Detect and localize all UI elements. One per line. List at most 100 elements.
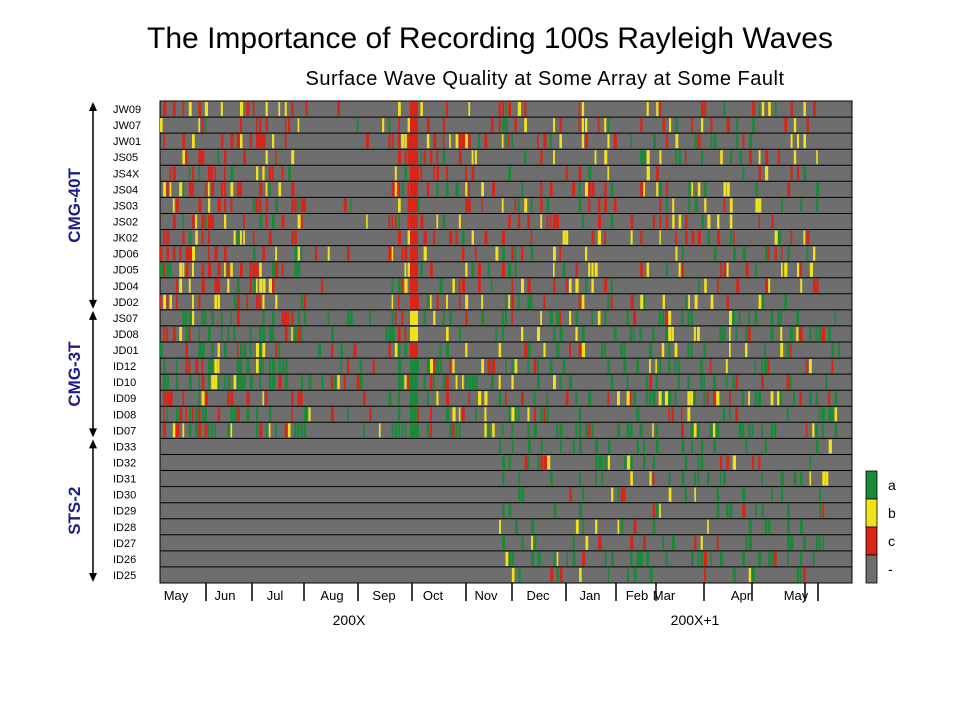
quality-stripe-JS03 [275,198,278,213]
quality-stripe-JS07 [346,310,350,325]
quality-stripe-ID09 [227,391,230,406]
quality-stripe-ID10 [677,375,680,390]
quality-stripe-ID33 [579,439,582,454]
quality-stripe-JW07 [498,118,501,133]
quality-stripe-ID09 [265,391,268,406]
quality-stripe-JS03 [230,198,233,213]
quality-stripe-ID27 [745,535,748,550]
quality-stripe-JD06 [172,246,176,261]
quality-stripe-ID09 [770,391,774,406]
quality-stripe-JD04 [511,278,514,293]
quality-stripe-JW01 [462,134,466,149]
quality-stripe-ID33 [643,439,646,454]
quality-stripe-JW01 [259,134,263,149]
quality-stripe-JK02 [182,230,185,245]
quality-stripe-JW07 [426,118,430,133]
quality-stripe-JS04 [604,182,607,197]
quality-stripe-ID07 [639,423,643,438]
quality-band-JS04 [410,182,418,197]
quality-stripe-ID31 [707,471,710,486]
legend-swatch-none [865,554,878,584]
quality-stripe-JS07 [796,310,800,325]
quality-stripe-JS03 [781,198,783,213]
quality-stripe-JD01 [569,343,571,358]
quality-stripe-JD08 [495,326,498,341]
quality-stripe-ID31 [761,471,763,486]
quality-stripe-JS4X [211,166,213,181]
quality-stripe-ID32 [508,455,512,470]
quality-stripe-JS07 [681,310,684,325]
quality-stripe-JW07 [578,118,581,133]
quality-stripe-JS04 [704,182,707,197]
quality-stripe-JS05 [739,150,742,165]
quality-stripe-ID08 [304,407,308,422]
quality-stripe-ID08 [308,407,311,422]
quality-stripe-JD05 [809,262,813,277]
quality-stripe-ID09 [777,391,780,406]
quality-stripe-ID31 [723,471,726,486]
quality-stripe-JS4X [742,166,745,181]
quality-stripe-JK02 [294,230,297,245]
quality-stripe-JS02 [717,214,720,229]
quality-stripe-JS07 [559,310,561,325]
legend-swatch-b [865,498,878,528]
quality-stripe-ID26 [556,551,559,566]
quality-stripe-JS03 [758,198,762,213]
quality-stripe-ID12 [481,359,484,374]
quality-stripe-ID10 [649,375,653,390]
quality-stripe-JD06 [530,246,534,261]
quality-stripe-ID08 [474,407,477,422]
quality-stripe-JS07 [556,310,560,325]
quality-stripe-JW07 [784,118,788,133]
quality-stripe-ID29 [652,503,656,518]
quality-stripe-JD02 [530,294,533,309]
quality-stripe-JK02 [240,230,242,245]
quality-stripe-JW07 [559,118,562,133]
quality-stripe-JW09 [581,102,585,117]
quality-stripe-JS04 [169,182,172,197]
quality-stripe-ID26 [799,551,803,566]
quality-stripe-JW07 [442,118,445,133]
quality-stripe-JW09 [659,102,662,117]
quality-stripe-JW01 [433,134,437,149]
quality-stripe-ID07 [430,423,432,438]
quality-stripe-ID12 [340,359,343,374]
quality-stripe-JD08 [198,326,200,341]
quality-stripe-JW09 [468,102,471,117]
quality-stripe-ID10 [243,375,246,390]
quality-stripe-ID08 [198,407,201,422]
quality-stripe-JS4X [646,166,650,181]
quality-stripe-ID09 [693,391,696,406]
quality-stripe-JD01 [211,343,214,358]
quality-stripe-JD08 [780,326,783,341]
quality-stripe-ID07 [748,423,751,438]
quality-stripe-ID09 [169,391,173,406]
quality-stripe-JD06 [327,246,330,261]
quality-stripe-JD02 [275,294,278,309]
quality-stripe-JK02 [640,230,643,245]
quality-stripe-JD04 [585,278,588,293]
quality-stripe-ID10 [471,375,475,390]
quality-stripe-ID07 [256,423,259,438]
quality-stripe-JS07 [297,310,300,325]
quality-stripe-JS03 [265,198,269,213]
quality-stripe-JD02 [610,294,613,309]
quality-stripe-ID25 [649,567,653,582]
quality-stripe-JK02 [462,230,465,245]
quality-stripe-ID10 [233,375,237,390]
quality-stripe-JS05 [701,150,704,165]
quality-stripe-JD05 [294,262,298,277]
quality-stripe-JK02 [484,230,488,245]
quality-stripe-JW09 [578,102,581,117]
quality-stripe-JD05 [166,262,170,277]
quality-stripe-JD05 [726,262,729,277]
quality-stripe-JD01 [623,343,626,358]
quality-stripe-JD05 [272,262,276,277]
quality-stripe-JS02 [685,214,688,229]
quality-stripe-ID12 [490,359,494,374]
quality-stripe-ID07 [815,423,818,438]
quality-stripe-ID08 [484,407,487,422]
quality-stripe-JD08 [828,326,831,341]
quality-stripe-JD01 [160,343,163,358]
